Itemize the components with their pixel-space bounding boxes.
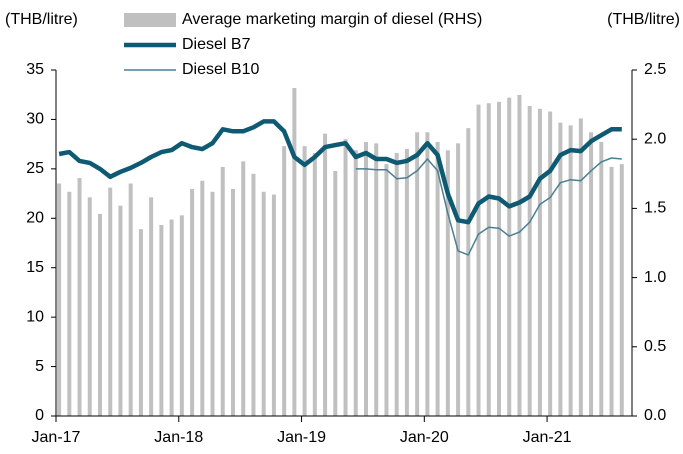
- x-tick-label: Jan-21: [523, 429, 572, 446]
- legend-swatch: [124, 13, 176, 27]
- bar: [118, 205, 123, 416]
- bar: [404, 148, 409, 416]
- bar: [496, 101, 501, 416]
- bar: [445, 150, 450, 416]
- x-tick-label: Jan-17: [32, 429, 81, 446]
- bar: [87, 197, 92, 416]
- y2-tick-label: 0.5: [644, 338, 666, 355]
- bar: [200, 180, 205, 416]
- y-tick-label: 25: [26, 160, 44, 177]
- y2-tick-label: 0.0: [644, 407, 666, 424]
- bar: [343, 139, 348, 416]
- y2-tick-label: 2.5: [644, 61, 666, 78]
- legend-label: Average marketing margin of diesel (RHS): [182, 11, 482, 28]
- bar: [108, 187, 113, 416]
- line: [58, 119, 622, 225]
- bar: [67, 191, 72, 416]
- bar: [589, 132, 594, 416]
- bar: [599, 141, 604, 416]
- bar: [251, 173, 256, 416]
- bar: [302, 146, 307, 416]
- bar: [169, 219, 174, 416]
- bar: [210, 191, 215, 416]
- y-tick-label: 20: [26, 210, 44, 227]
- y2-tick-label: 1.5: [644, 200, 666, 217]
- y-tick-label: 30: [26, 111, 44, 128]
- bar: [149, 197, 154, 416]
- bar: [486, 103, 491, 416]
- bar: [415, 132, 420, 416]
- legend-label: Diesel B7: [182, 36, 251, 53]
- bar: [456, 143, 461, 417]
- bar: [261, 191, 266, 416]
- bar: [57, 183, 62, 416]
- x-tick-label: Jan-19: [277, 429, 326, 446]
- bar: [558, 122, 563, 416]
- bar: [190, 189, 195, 416]
- bar: [507, 97, 512, 417]
- bar: [312, 153, 317, 417]
- bar: [466, 128, 471, 417]
- y-tick-label: 10: [26, 308, 44, 325]
- bar: [138, 229, 143, 416]
- bar: [179, 215, 184, 416]
- bar: [568, 125, 573, 417]
- y-tick-label: 0: [35, 407, 44, 424]
- bar: [578, 118, 583, 416]
- bar: [97, 213, 102, 416]
- y2-tick-label: 2.0: [644, 130, 666, 147]
- y-axis-label: (THB/litre): [5, 11, 78, 28]
- bar: [220, 166, 225, 416]
- bar: [323, 133, 328, 416]
- bar: [384, 164, 389, 416]
- x-tick-label: Jan-20: [400, 429, 449, 446]
- bar: [609, 166, 614, 416]
- bar: [374, 143, 379, 417]
- y2-tick-label: 1.0: [644, 269, 666, 286]
- bar: [353, 150, 358, 416]
- bar: [394, 153, 399, 417]
- legend-label: Diesel B10: [182, 61, 259, 78]
- bar: [128, 183, 133, 416]
- line: [355, 157, 622, 256]
- bar: [435, 141, 440, 416]
- bar: [548, 111, 553, 417]
- bar: [517, 94, 522, 417]
- y-tick-label: 5: [35, 358, 44, 375]
- bar: [527, 105, 532, 416]
- bar: [292, 87, 297, 416]
- bar: [282, 146, 287, 416]
- bar: [77, 177, 82, 416]
- y-tick-label: 15: [26, 259, 44, 276]
- bar: [537, 108, 542, 416]
- bar: [476, 104, 481, 416]
- bar: [425, 132, 430, 416]
- bar: [230, 189, 235, 416]
- bar: [363, 141, 368, 416]
- bar: [333, 171, 338, 416]
- y2-axis-label: (THB/litre): [607, 11, 680, 28]
- x-tick-label: Jan-18: [154, 429, 203, 446]
- bar: [241, 161, 246, 416]
- bar: [619, 164, 624, 416]
- bar: [271, 194, 276, 416]
- y-tick-label: 35: [26, 61, 44, 78]
- bar: [159, 225, 164, 416]
